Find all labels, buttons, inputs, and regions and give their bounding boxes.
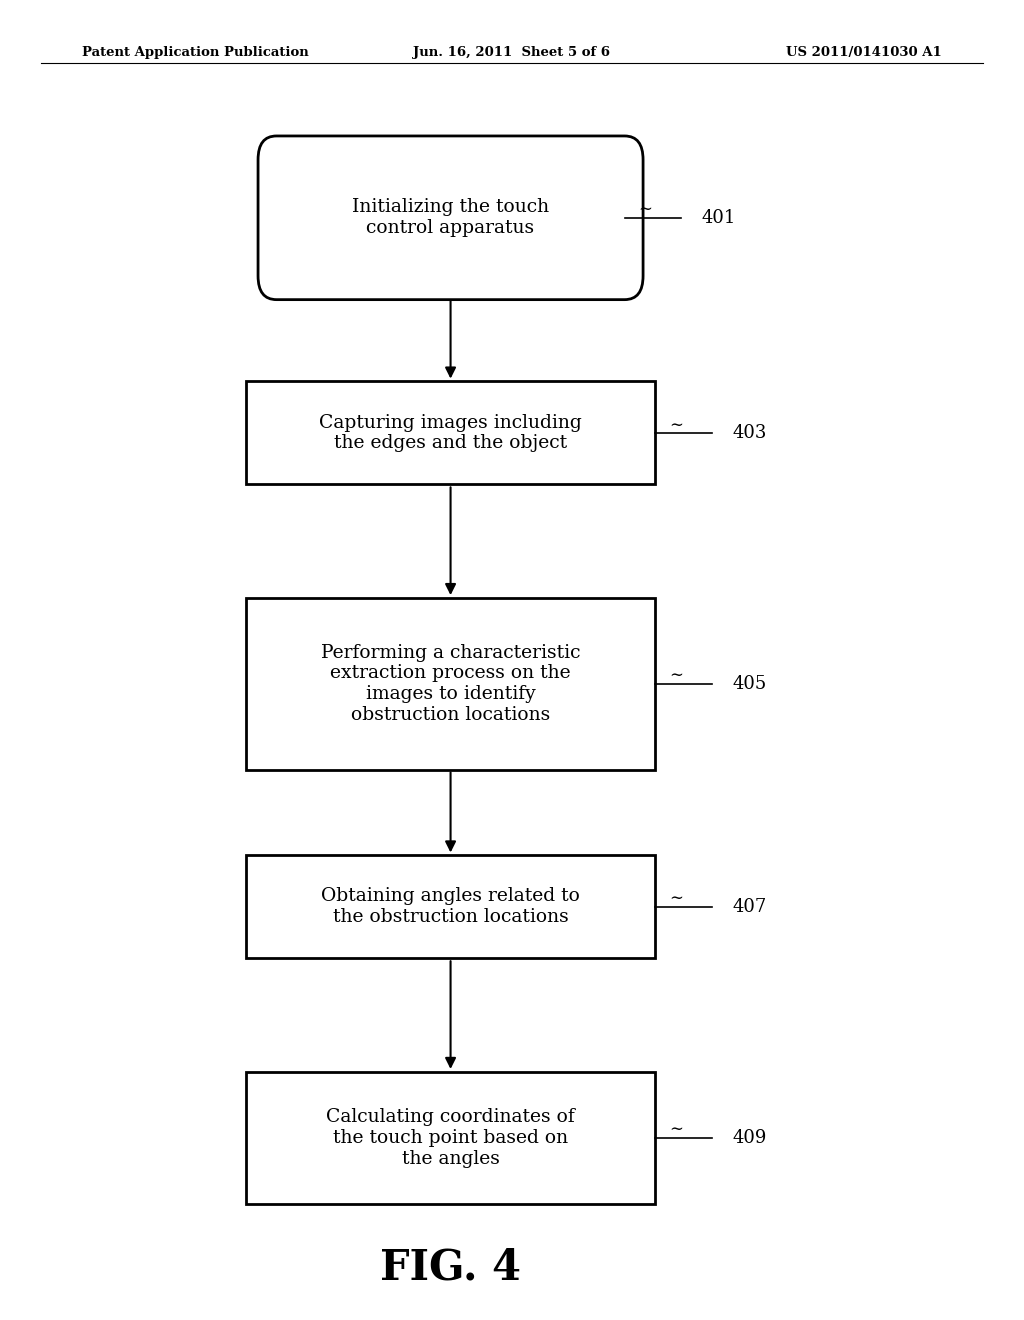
Text: ∼: ∼ <box>638 202 652 218</box>
Text: Patent Application Publication: Patent Application Publication <box>82 46 308 59</box>
Text: Initializing the touch
control apparatus: Initializing the touch control apparatus <box>352 198 549 238</box>
Text: Capturing images including
the edges and the object: Capturing images including the edges and… <box>319 413 582 453</box>
Text: 409: 409 <box>732 1129 767 1147</box>
FancyBboxPatch shape <box>258 136 643 300</box>
Text: Jun. 16, 2011  Sheet 5 of 6: Jun. 16, 2011 Sheet 5 of 6 <box>414 46 610 59</box>
Text: ∼: ∼ <box>669 1122 683 1138</box>
FancyBboxPatch shape <box>246 381 655 484</box>
Text: ∼: ∼ <box>669 417 683 433</box>
Text: 403: 403 <box>732 424 767 442</box>
Text: Calculating coordinates of
the touch point based on
the angles: Calculating coordinates of the touch poi… <box>327 1107 574 1168</box>
Text: ∼: ∼ <box>669 668 683 684</box>
FancyBboxPatch shape <box>246 855 655 958</box>
Text: 401: 401 <box>701 209 736 227</box>
Text: FIG. 4: FIG. 4 <box>380 1246 521 1288</box>
Text: 407: 407 <box>732 898 766 916</box>
Text: Performing a characteristic
extraction process on the
images to identify
obstruc: Performing a characteristic extraction p… <box>321 644 581 723</box>
Text: US 2011/0141030 A1: US 2011/0141030 A1 <box>786 46 942 59</box>
FancyBboxPatch shape <box>246 598 655 770</box>
Text: ∼: ∼ <box>669 891 683 907</box>
FancyBboxPatch shape <box>246 1072 655 1204</box>
Text: 405: 405 <box>732 675 766 693</box>
Text: Obtaining angles related to
the obstruction locations: Obtaining angles related to the obstruct… <box>322 887 580 927</box>
